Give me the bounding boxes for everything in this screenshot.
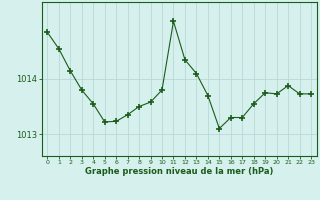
X-axis label: Graphe pression niveau de la mer (hPa): Graphe pression niveau de la mer (hPa) (85, 167, 273, 176)
